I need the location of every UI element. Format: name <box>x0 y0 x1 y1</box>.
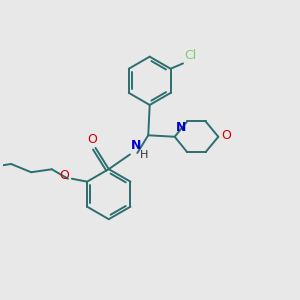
Text: N: N <box>131 139 142 152</box>
Text: O: O <box>87 133 97 146</box>
Text: O: O <box>221 129 231 142</box>
Text: N: N <box>176 121 186 134</box>
Text: O: O <box>60 169 69 182</box>
Text: Cl: Cl <box>184 49 197 62</box>
Text: H: H <box>140 150 148 160</box>
